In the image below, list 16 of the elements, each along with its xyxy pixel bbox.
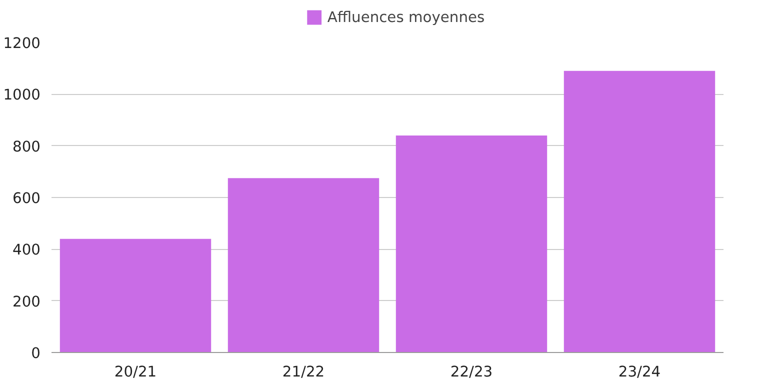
x-tick-label: 20/21 [114,364,157,380]
y-tick-label: 600 [12,190,41,207]
y-tick-label: 400 [12,242,41,259]
y-tick-label: 1000 [3,86,41,104]
y-tick-label: 200 [12,293,41,310]
y-tick-label: 1200 [3,35,41,52]
x-tick-label: 22/23 [450,364,493,380]
x-tick-label: 21/22 [282,364,325,380]
bar [228,178,380,352]
x-tick-label: 23/24 [618,364,661,380]
bar [60,238,212,352]
bar [564,70,716,352]
y-tick-label: 800 [12,138,41,156]
legend-label: Affluences moyennes [327,8,485,26]
bar [396,136,548,352]
y-tick-label: 0 [31,345,41,362]
